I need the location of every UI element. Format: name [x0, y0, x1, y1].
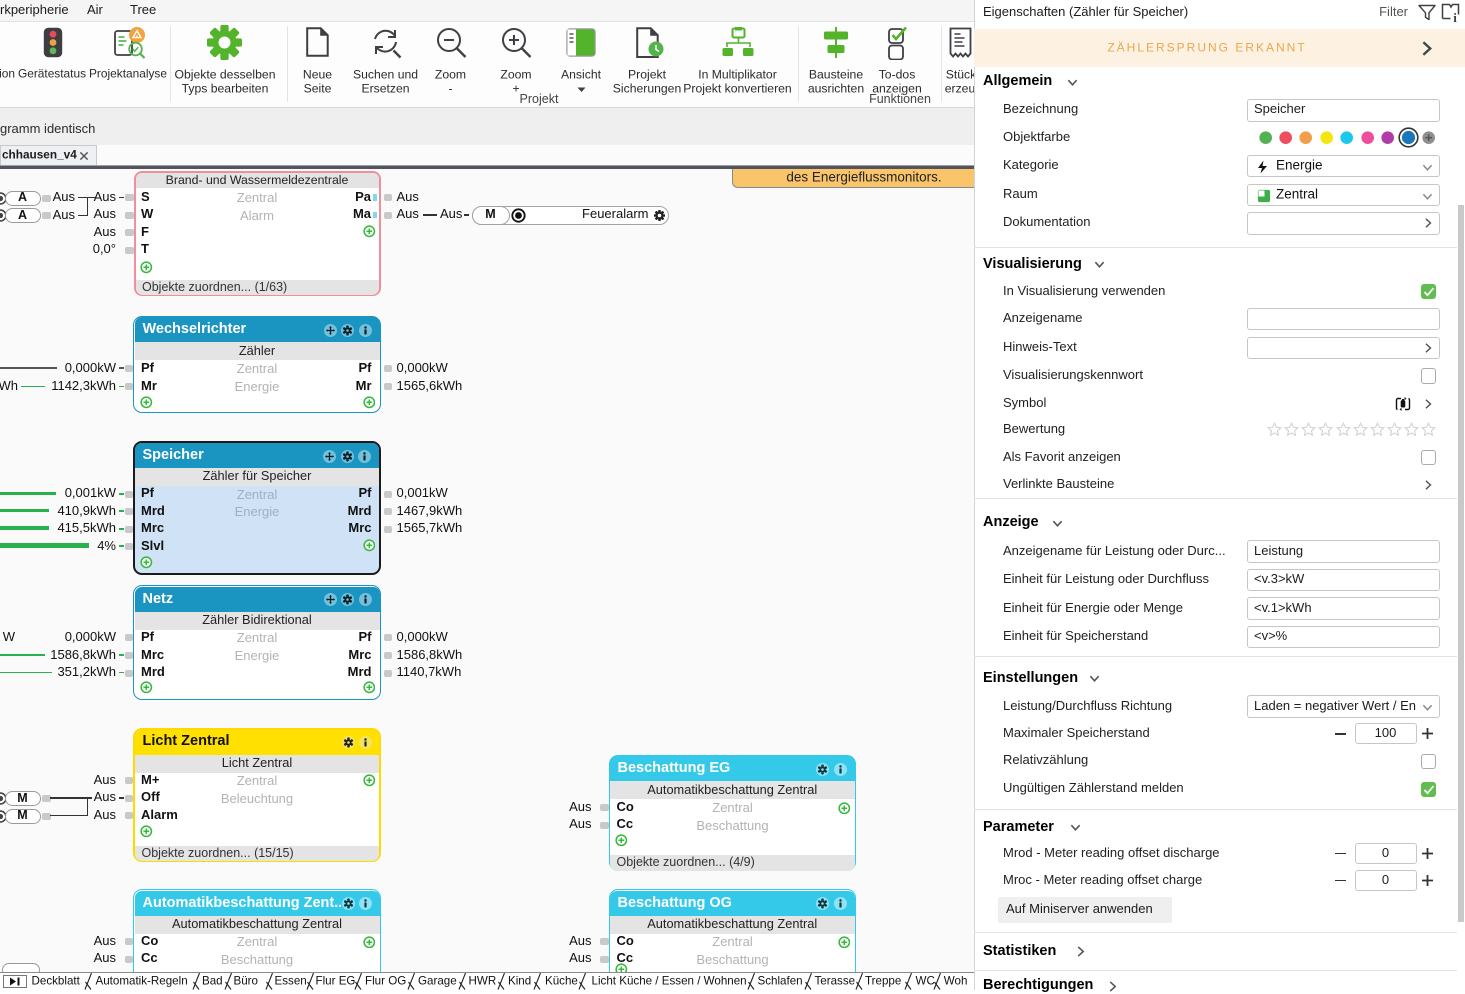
svg-text:i: i [1453, 10, 1457, 23]
